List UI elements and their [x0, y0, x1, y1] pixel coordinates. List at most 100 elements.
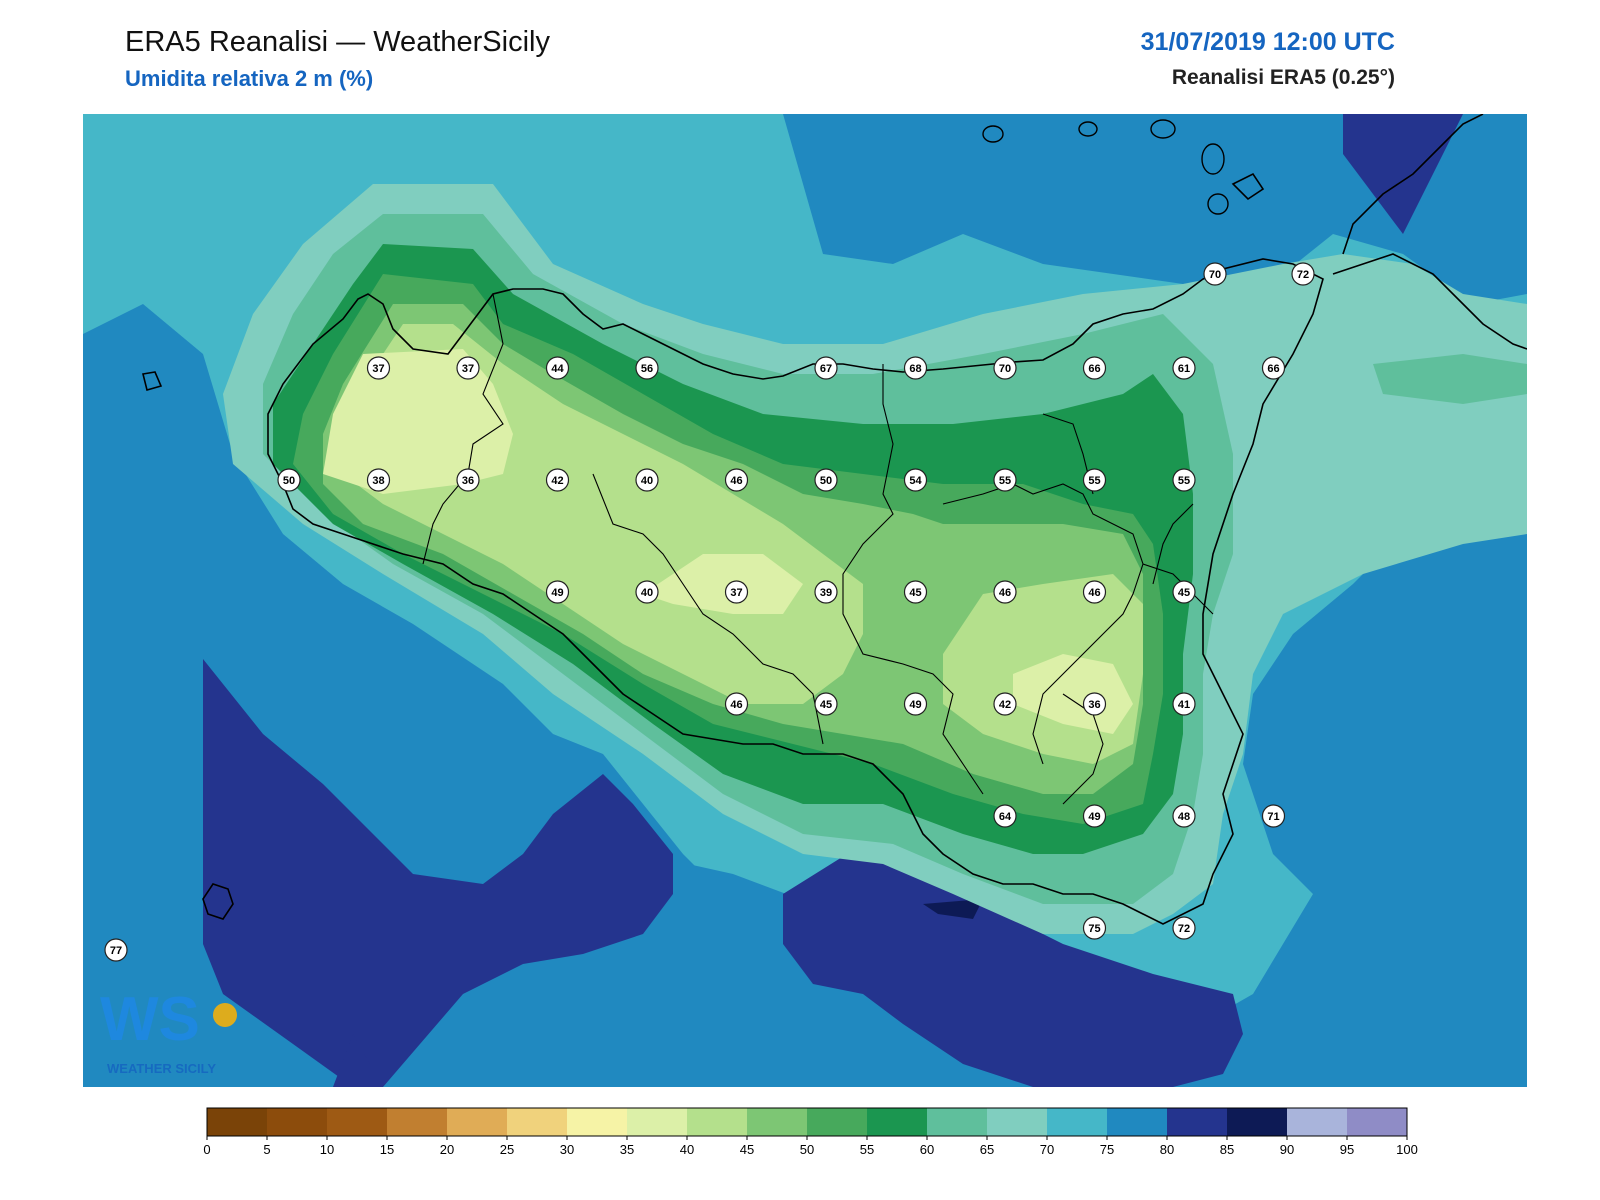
station-marker: 66 [1261, 356, 1286, 380]
station-marker: 49 [1082, 804, 1107, 828]
station-marker: 66 [1082, 356, 1107, 380]
station-marker: 72 [1172, 916, 1196, 940]
colorbar-tick-label: 95 [1340, 1142, 1354, 1157]
station-value: 49 [1088, 811, 1100, 823]
station-value: 72 [1178, 923, 1190, 935]
station-value: 41 [1178, 699, 1190, 711]
sea-zone-dark-southwest [203, 659, 673, 1087]
station-marker: 38 [366, 468, 391, 492]
colorbar-cell [447, 1108, 508, 1136]
station-value: 55 [999, 475, 1011, 487]
station-marker: 37 [724, 580, 749, 604]
humidity-map[interactable]: 37 37 44 56 67 68 70 66 61 66 50 38 36 42 40 46 50 54 55 55… [83, 114, 1527, 1087]
station-marker: 36 [456, 468, 480, 492]
station-value: 72 [1297, 269, 1309, 281]
station-marker: 46 [724, 692, 749, 716]
station-value: 36 [462, 475, 474, 487]
station-value: 75 [1088, 923, 1100, 935]
weathersicily-logo: WS WEATHER SICILY [95, 980, 255, 1080]
colorbar-cells [206, 1107, 1408, 1137]
colorbar-cell [207, 1108, 268, 1136]
colorbar: 0 5 10 15 20 25 30 35 40 45 50 55 60 65 70 75 80 85 90 95 10… [203, 1107, 1418, 1157]
station-marker: 49 [545, 580, 570, 604]
colorbar-tick-label: 70 [1040, 1142, 1054, 1157]
station-value: 55 [1178, 475, 1190, 487]
station-value: 70 [999, 363, 1011, 375]
station-marker: 46 [724, 468, 749, 492]
colorbar-tick-label: 0 [203, 1142, 210, 1157]
station-value: 50 [820, 475, 832, 487]
station-value: 61 [1178, 363, 1190, 375]
station-marker: 70 [1203, 262, 1227, 286]
station-value: 68 [909, 363, 921, 375]
station-value: 36 [1088, 699, 1100, 711]
station-value: 46 [730, 475, 742, 487]
station-marker: 70 [993, 356, 1017, 380]
station-value: 37 [730, 587, 742, 599]
station-marker: 61 [1172, 356, 1196, 380]
map-source: Reanalisi ERA5 (0.25°) [1171, 66, 1395, 89]
colorbar-tick-label: 90 [1280, 1142, 1294, 1157]
humidity-zone-40-east [1013, 654, 1133, 734]
colorbar-tick-label: 60 [920, 1142, 934, 1157]
colorbar-tick-label: 50 [800, 1142, 814, 1157]
station-value: 49 [551, 587, 563, 599]
colorbar-tick-label: 45 [740, 1142, 754, 1157]
station-value: 40 [641, 475, 653, 487]
colorbar-cell [327, 1108, 388, 1136]
colorbar-cell [267, 1108, 328, 1136]
station-marker: 37 [366, 356, 391, 380]
station-value: 54 [909, 475, 922, 487]
map-title: ERA5 Reanalisi — WeatherSicily [125, 26, 550, 58]
station-marker: 48 [1172, 804, 1196, 828]
sea-zone-dark-northeast [1343, 114, 1463, 234]
station-marker: 55 [993, 468, 1017, 492]
station-marker: 55 [1172, 468, 1196, 492]
colorbar-ticks: 0 5 10 15 20 25 30 35 40 45 50 55 60 65 70 75 80 85 90 95 10… [203, 1136, 1418, 1157]
station-marker: 72 [1291, 262, 1315, 286]
station-value: 38 [372, 475, 384, 487]
station-value: 45 [1178, 587, 1190, 599]
colorbar-cell [507, 1108, 568, 1136]
sea-zone-dark-small [333, 1034, 383, 1087]
sea-zone-east-65 [1373, 354, 1527, 404]
station-marker: 44 [545, 356, 570, 380]
colorbar-cell [1107, 1108, 1168, 1136]
colorbar-tick-label: 85 [1220, 1142, 1234, 1157]
colorbar-tick-label: 100 [1396, 1142, 1418, 1157]
logo-text: WEATHER SICILY [107, 1061, 216, 1076]
station-marker: 54 [903, 468, 928, 492]
colorbar-cell [387, 1108, 448, 1136]
colorbar-cell [987, 1108, 1048, 1136]
colorbar-cell [927, 1108, 988, 1136]
sicily-coastline [142, 114, 1527, 925]
station-marker: 36 [1082, 692, 1107, 716]
station-marker: 40 [635, 468, 659, 492]
colorbar-cell [1347, 1108, 1408, 1136]
colorbar-cell [1287, 1108, 1348, 1136]
station-marker: 68 [903, 356, 928, 380]
station-marker: 45 [903, 580, 928, 604]
station-value: 49 [909, 699, 921, 711]
station-value: 45 [820, 699, 832, 711]
station-marker: 42 [993, 692, 1017, 716]
colorbar-cell [1227, 1108, 1288, 1136]
station-marker: 75 [1082, 916, 1107, 940]
station-marker: 37 [456, 356, 480, 380]
station-marker: 45 [814, 692, 838, 716]
colorbar-cell [1047, 1108, 1108, 1136]
colorbar-tick-label: 5 [263, 1142, 270, 1157]
station-value: 67 [820, 363, 832, 375]
station-value: 39 [820, 587, 832, 599]
station-marker: 41 [1172, 692, 1196, 716]
station-marker: 50 [814, 468, 838, 492]
station-marker: 46 [1082, 580, 1107, 604]
colorbar-cell [867, 1108, 928, 1136]
station-value: 56 [641, 363, 653, 375]
colorbar-tick-label: 20 [440, 1142, 454, 1157]
sea-zone-north [783, 114, 1527, 304]
station-value: 71 [1267, 811, 1279, 823]
station-marker: 56 [635, 356, 659, 380]
station-value: 46 [1088, 587, 1100, 599]
map-subtitle: Umidita relativa 2 m (%) [125, 66, 374, 91]
